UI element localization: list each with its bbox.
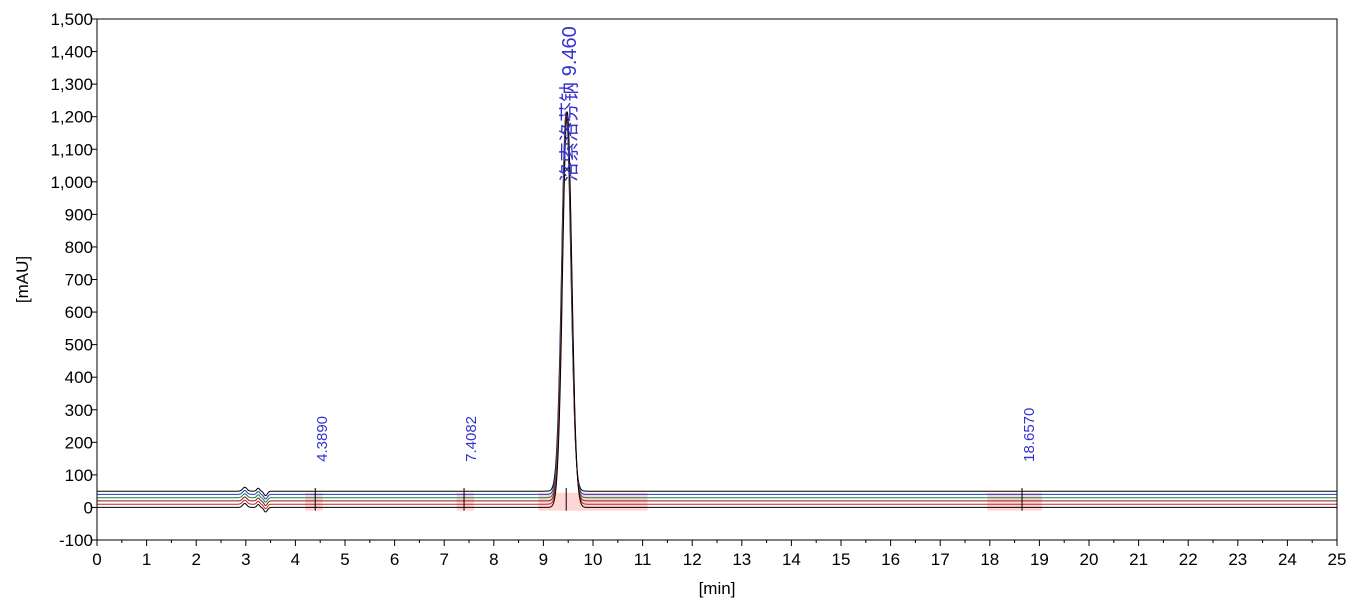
x-tick-label: 9	[539, 550, 548, 569]
y-tick-label: 1,000	[50, 173, 93, 192]
x-tick-label: 0	[92, 550, 101, 569]
y-tick-label: 1,100	[50, 140, 93, 159]
y-tick-label: -100	[59, 531, 93, 550]
x-tick-label: 12	[683, 550, 702, 569]
x-tick-label: 10	[584, 550, 603, 569]
peak-label: 18.6570	[1021, 408, 1038, 462]
y-tick-label: 300	[65, 401, 93, 420]
x-tick-label: 3	[241, 550, 250, 569]
y-tick-label: 100	[65, 466, 93, 485]
x-tick-label: 1	[142, 550, 151, 569]
x-tick-label: 20	[1080, 550, 1099, 569]
y-tick-label: 1,200	[50, 108, 93, 127]
x-tick-label: 23	[1228, 550, 1247, 569]
x-tick-label: 11	[634, 550, 652, 569]
y-tick-label: 700	[65, 271, 93, 290]
x-tick-label: 19	[1030, 550, 1049, 569]
series-line	[97, 111, 1337, 513]
x-tick-label: 25	[1328, 550, 1347, 569]
x-axis-title: [min]	[699, 579, 736, 598]
plot-frame	[96, 18, 1338, 541]
x-tick-label: 2	[191, 550, 200, 569]
y-tick-label: 1,500	[50, 10, 93, 29]
series-line	[97, 111, 1337, 510]
y-tick-label: 400	[65, 368, 93, 387]
y-axis-title: [mAU]	[13, 256, 32, 303]
peak-label: 洛索洛芬钠 9.460	[558, 26, 581, 182]
integration-marks	[305, 492, 1042, 511]
y-tick-label: 200	[65, 433, 93, 452]
x-tick-label: 15	[832, 550, 851, 569]
x-tick-label: 16	[881, 550, 900, 569]
x-tick-label: 17	[931, 550, 950, 569]
x-tick-label: 8	[489, 550, 498, 569]
x-tick-label: 22	[1179, 550, 1198, 569]
x-tick-label: 24	[1278, 550, 1297, 569]
series-line	[97, 111, 1337, 500]
integration-band	[305, 492, 323, 511]
peak-label: 7.4082	[463, 416, 480, 462]
x-tick-label: 13	[732, 550, 751, 569]
y-tick-label: 0	[84, 498, 93, 517]
y-tick-label: 500	[65, 336, 93, 355]
integration-band	[987, 492, 1042, 511]
y-tick-label: 1,300	[50, 75, 93, 94]
x-tick-label: 7	[439, 550, 448, 569]
integration-band	[456, 492, 474, 511]
peak-annotations: 4.3890 7.4082 洛索洛芬钠 9.460 18.6570	[314, 26, 1038, 511]
x-tick-label: 18	[980, 550, 999, 569]
x-tick-label: 14	[782, 550, 801, 569]
series-line	[97, 111, 1337, 497]
x-tick-label: 4	[291, 550, 300, 569]
series-line	[97, 111, 1337, 507]
y-tick-label: 900	[65, 205, 93, 224]
y-tick-label: 1,400	[50, 43, 93, 62]
peak-label: 4.3890	[314, 416, 331, 462]
x-tick-label: 6	[390, 550, 399, 569]
ticks-group: -10001002003004005006007008009001,0001,1…	[50, 10, 1346, 569]
y-tick-label: 800	[65, 238, 93, 257]
series-line	[97, 111, 1337, 503]
y-tick-label: 600	[65, 303, 93, 322]
x-tick-label: 5	[340, 550, 349, 569]
axes-group	[96, 18, 1338, 541]
x-tick-label: 21	[1129, 550, 1148, 569]
series-group	[97, 111, 1337, 513]
